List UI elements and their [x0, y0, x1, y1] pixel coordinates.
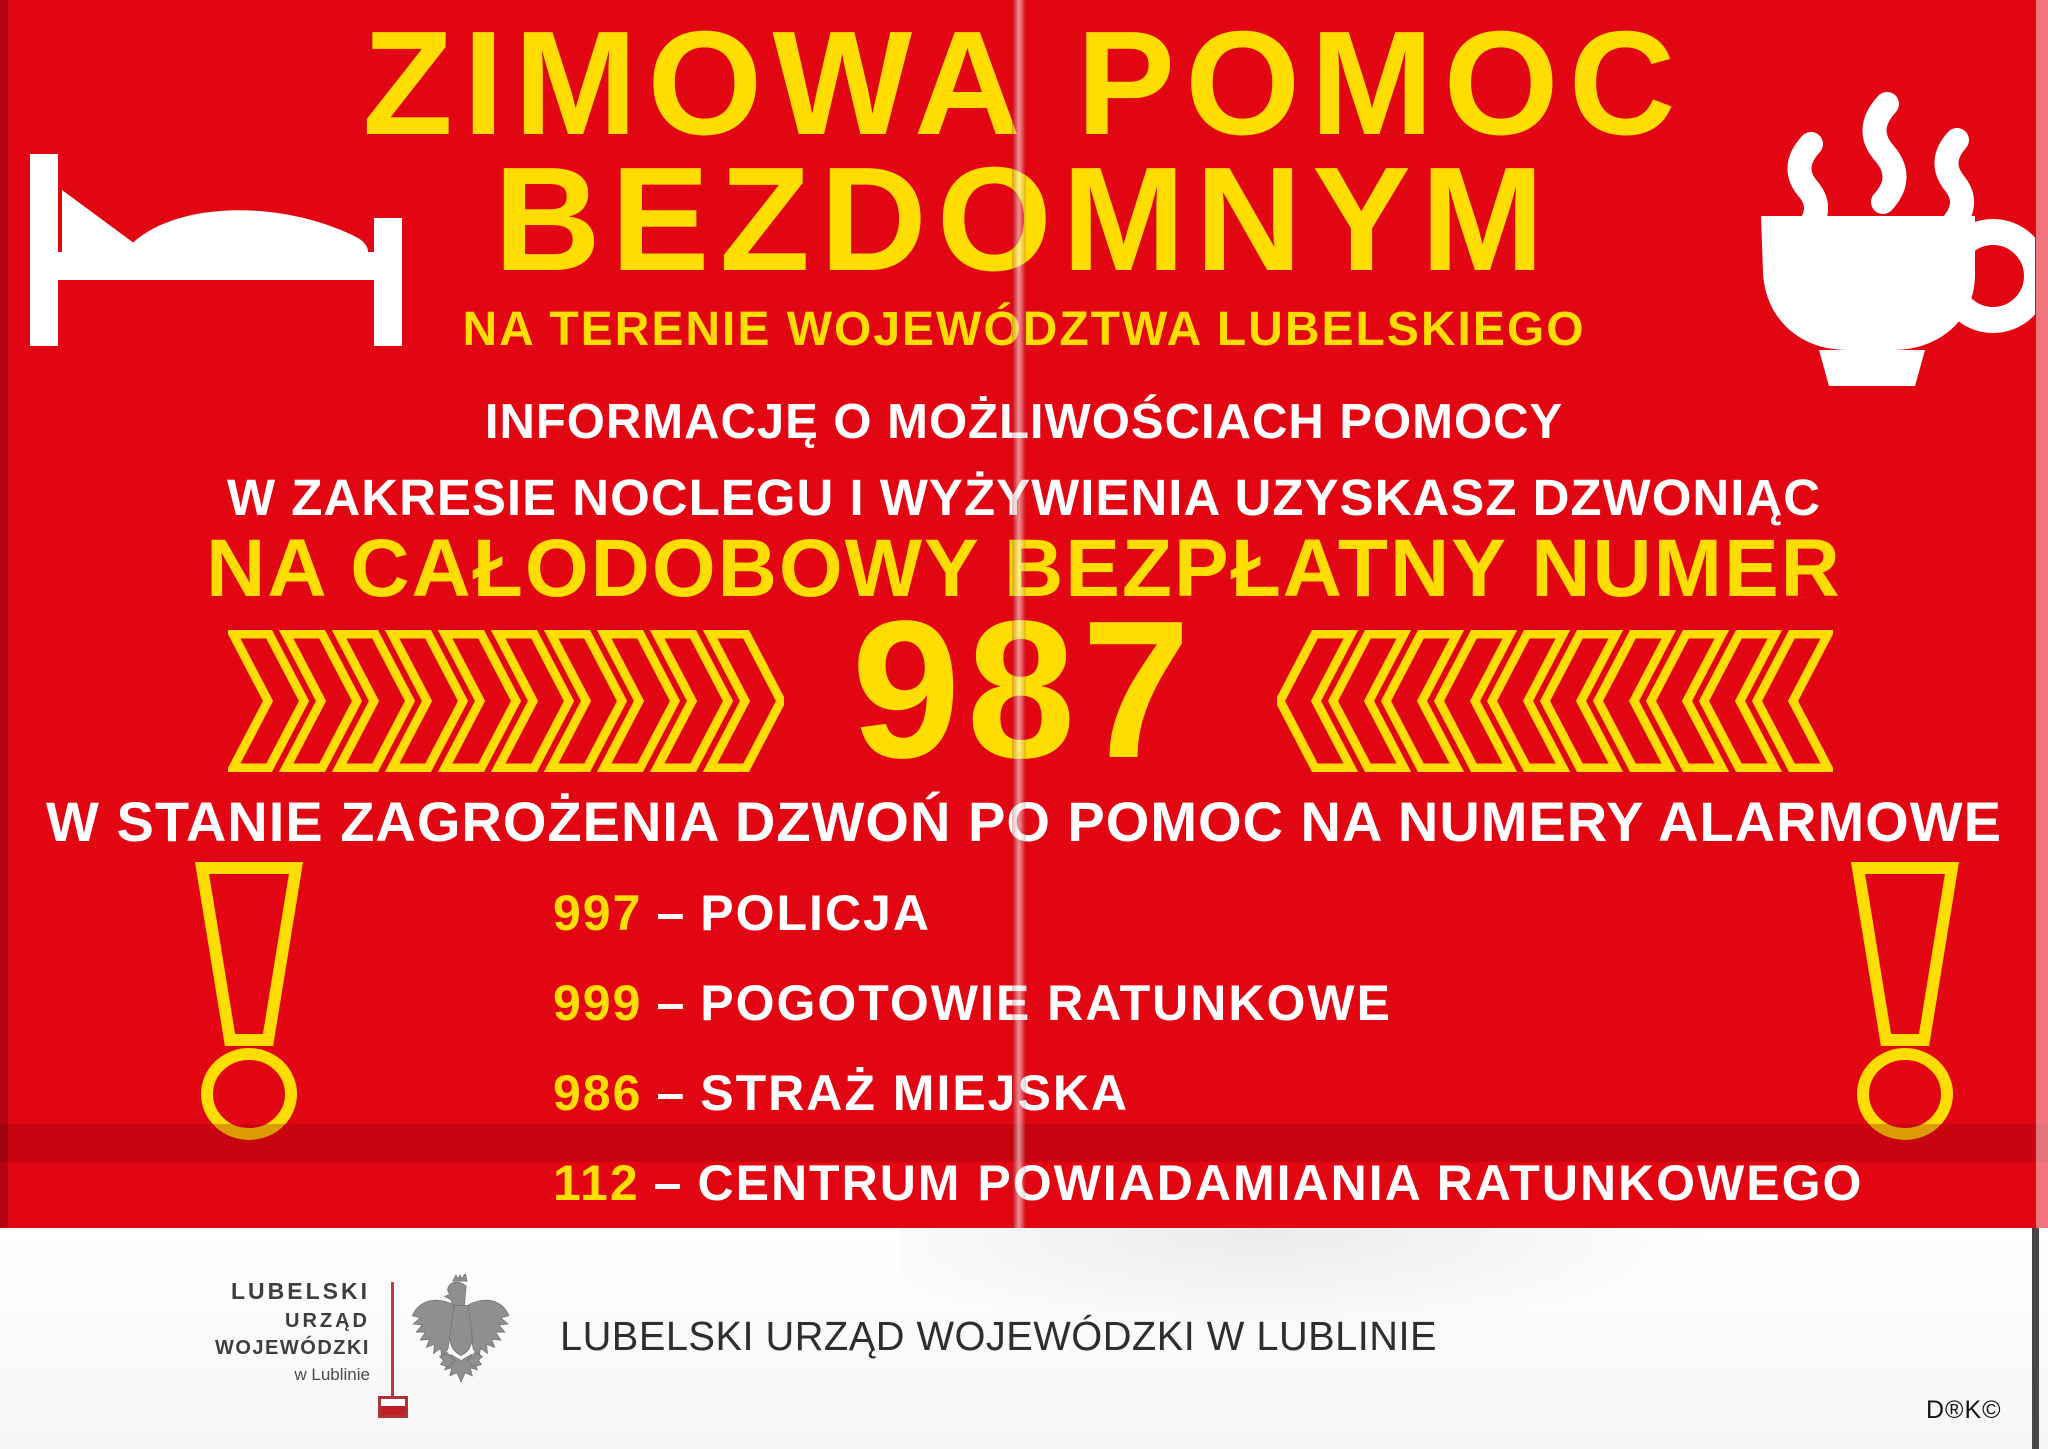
- emergency-service-name: POLICJA: [700, 885, 931, 941]
- bed-icon: [30, 154, 402, 346]
- footer-office-name: LUBELSKI URZĄD WOJEWÓDZKI W LUBLINIE: [560, 1313, 1438, 1359]
- steam-cup-icon: [1761, 92, 2035, 386]
- chevrons-left-arrows: [1277, 630, 1833, 772]
- exclamation-mark-icon: [194, 862, 304, 1140]
- separator: –: [653, 1155, 684, 1211]
- vertical-fold-crease: [1012, 0, 1026, 1228]
- right-scan-edge: [2036, 0, 2048, 1228]
- left-scan-edge: [0, 0, 8, 1228]
- logo-divider-line: [391, 1282, 394, 1396]
- separator: –: [656, 975, 687, 1031]
- lubelski-office-logo-text: LUBELSKI URZĄD WOJEWÓDZKI w Lublinie: [130, 1278, 370, 1384]
- logo-text-line: LUBELSKI: [231, 1278, 370, 1304]
- emergency-number-row: 997– POLICJA: [553, 888, 931, 938]
- separator: –: [656, 1065, 687, 1121]
- emergency-service-name: POGOTOWIE RATUNKOWE: [700, 975, 1392, 1031]
- emergency-service-name: CENTRUM POWIADAMIANIA RATUNKOWEGO: [697, 1155, 1864, 1211]
- logo-text-line: w Lublinie: [294, 1365, 370, 1384]
- separator: –: [656, 885, 687, 941]
- polish-eagle-emblem-icon: [411, 1274, 510, 1383]
- emergency-number: 986: [553, 1065, 643, 1121]
- emergency-number-row: 986– STRAŻ MIEJSKA: [553, 1068, 1129, 1118]
- emergency-number: 999: [553, 975, 643, 1031]
- right-scan-border: [2032, 1228, 2039, 1449]
- emergency-number: 997: [553, 885, 643, 941]
- footer: [0, 1228, 2048, 1449]
- emergency-number-row: 999– POGOTOWIE RATUNKOWE: [553, 978, 1392, 1028]
- logo-text-line: URZĄD: [285, 1310, 370, 1332]
- emergency-number-row: 112– CENTRUM POWIADAMIANIA RATUNKOWEGO: [553, 1158, 1863, 1208]
- exclamation-mark-icon: [1850, 862, 1960, 1140]
- emergency-service-name: STRAŻ MIEJSKA: [700, 1065, 1130, 1121]
- emergency-number: 112: [553, 1155, 640, 1211]
- credit-mark: D®K©: [1926, 1396, 2002, 1424]
- flag-icon: [378, 1396, 408, 1418]
- logo-text-line: WOJEWÓDZKI: [215, 1337, 370, 1359]
- scan-smudge: [900, 1228, 1800, 1348]
